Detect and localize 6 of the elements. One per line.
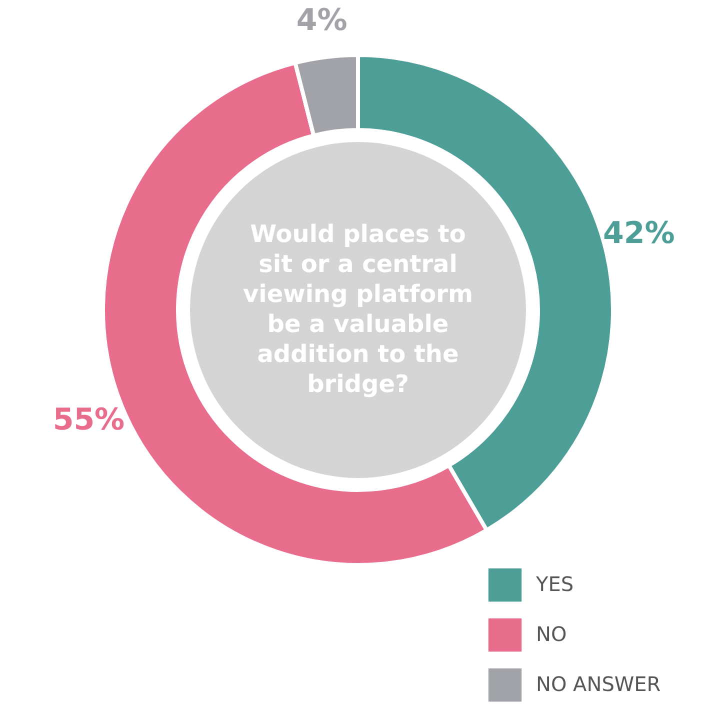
legend-label: YES [535, 572, 574, 596]
legend-label: NO [536, 622, 567, 646]
legend-label: NO ANSWER [536, 672, 661, 696]
data-label: 4% [296, 3, 348, 38]
data-label: 55% [52, 402, 125, 438]
data-label: 42% [602, 216, 675, 251]
